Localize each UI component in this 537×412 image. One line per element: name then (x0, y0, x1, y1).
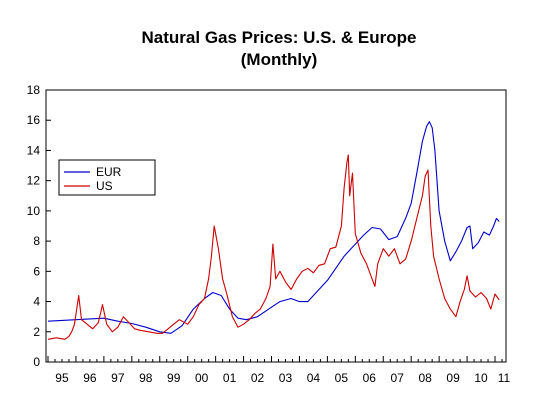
y-tick-label: 4 (33, 295, 40, 309)
x-tick-label: 99 (167, 371, 181, 385)
x-tick-label: 96 (83, 371, 97, 385)
x-tick-label: 09 (446, 371, 460, 385)
plot-area-frame (45, 89, 507, 363)
y-tick-label: 6 (33, 264, 40, 278)
x-tick-label: 98 (139, 371, 153, 385)
legend: EUR US (58, 159, 156, 196)
legend-label-eur: EUR (96, 165, 122, 179)
y-tick-label: 16 (27, 113, 41, 127)
x-tick-label: 03 (279, 371, 293, 385)
x-tick-label: 00 (195, 371, 209, 385)
x-tick-label: 11 (498, 371, 511, 385)
y-tick-label: 10 (27, 204, 41, 218)
series-line-us (47, 154, 500, 340)
x-tick-label: 05 (335, 371, 349, 385)
y-tick-label: 18 (27, 83, 41, 97)
legend-box (58, 159, 156, 196)
x-tick-label: 97 (111, 371, 125, 385)
chart-subtitle: (Monthly) (241, 50, 317, 69)
x-tick-label: 07 (391, 371, 405, 385)
y-tick-label: 12 (27, 174, 41, 188)
y-tick-label: 8 (33, 234, 40, 248)
x-tick-label: 01 (223, 371, 237, 385)
series-line-eur (47, 121, 500, 334)
x-axis: 95 96 97 98 99 00 01 02 03 04 05 06 07 08 09 10 11 (47, 356, 511, 385)
x-tick-label: 02 (251, 371, 265, 385)
x-tick-label: 04 (307, 371, 321, 385)
y-tick-label: 0 (33, 355, 40, 369)
y-tick-label: 14 (27, 143, 41, 157)
x-tick-label: 06 (363, 371, 377, 385)
x-tick-label: 08 (418, 371, 432, 385)
y-tick-label: 2 (33, 325, 40, 339)
x-tick-label: 95 (55, 371, 69, 385)
chart-title: Natural Gas Prices: U.S. & Europe (142, 28, 417, 47)
legend-label-us: US (96, 179, 113, 193)
x-tick-label: 10 (474, 371, 488, 385)
y-axis: 0 2 4 6 8 10 12 14 16 18 (27, 83, 51, 369)
plot-lines (47, 121, 500, 340)
